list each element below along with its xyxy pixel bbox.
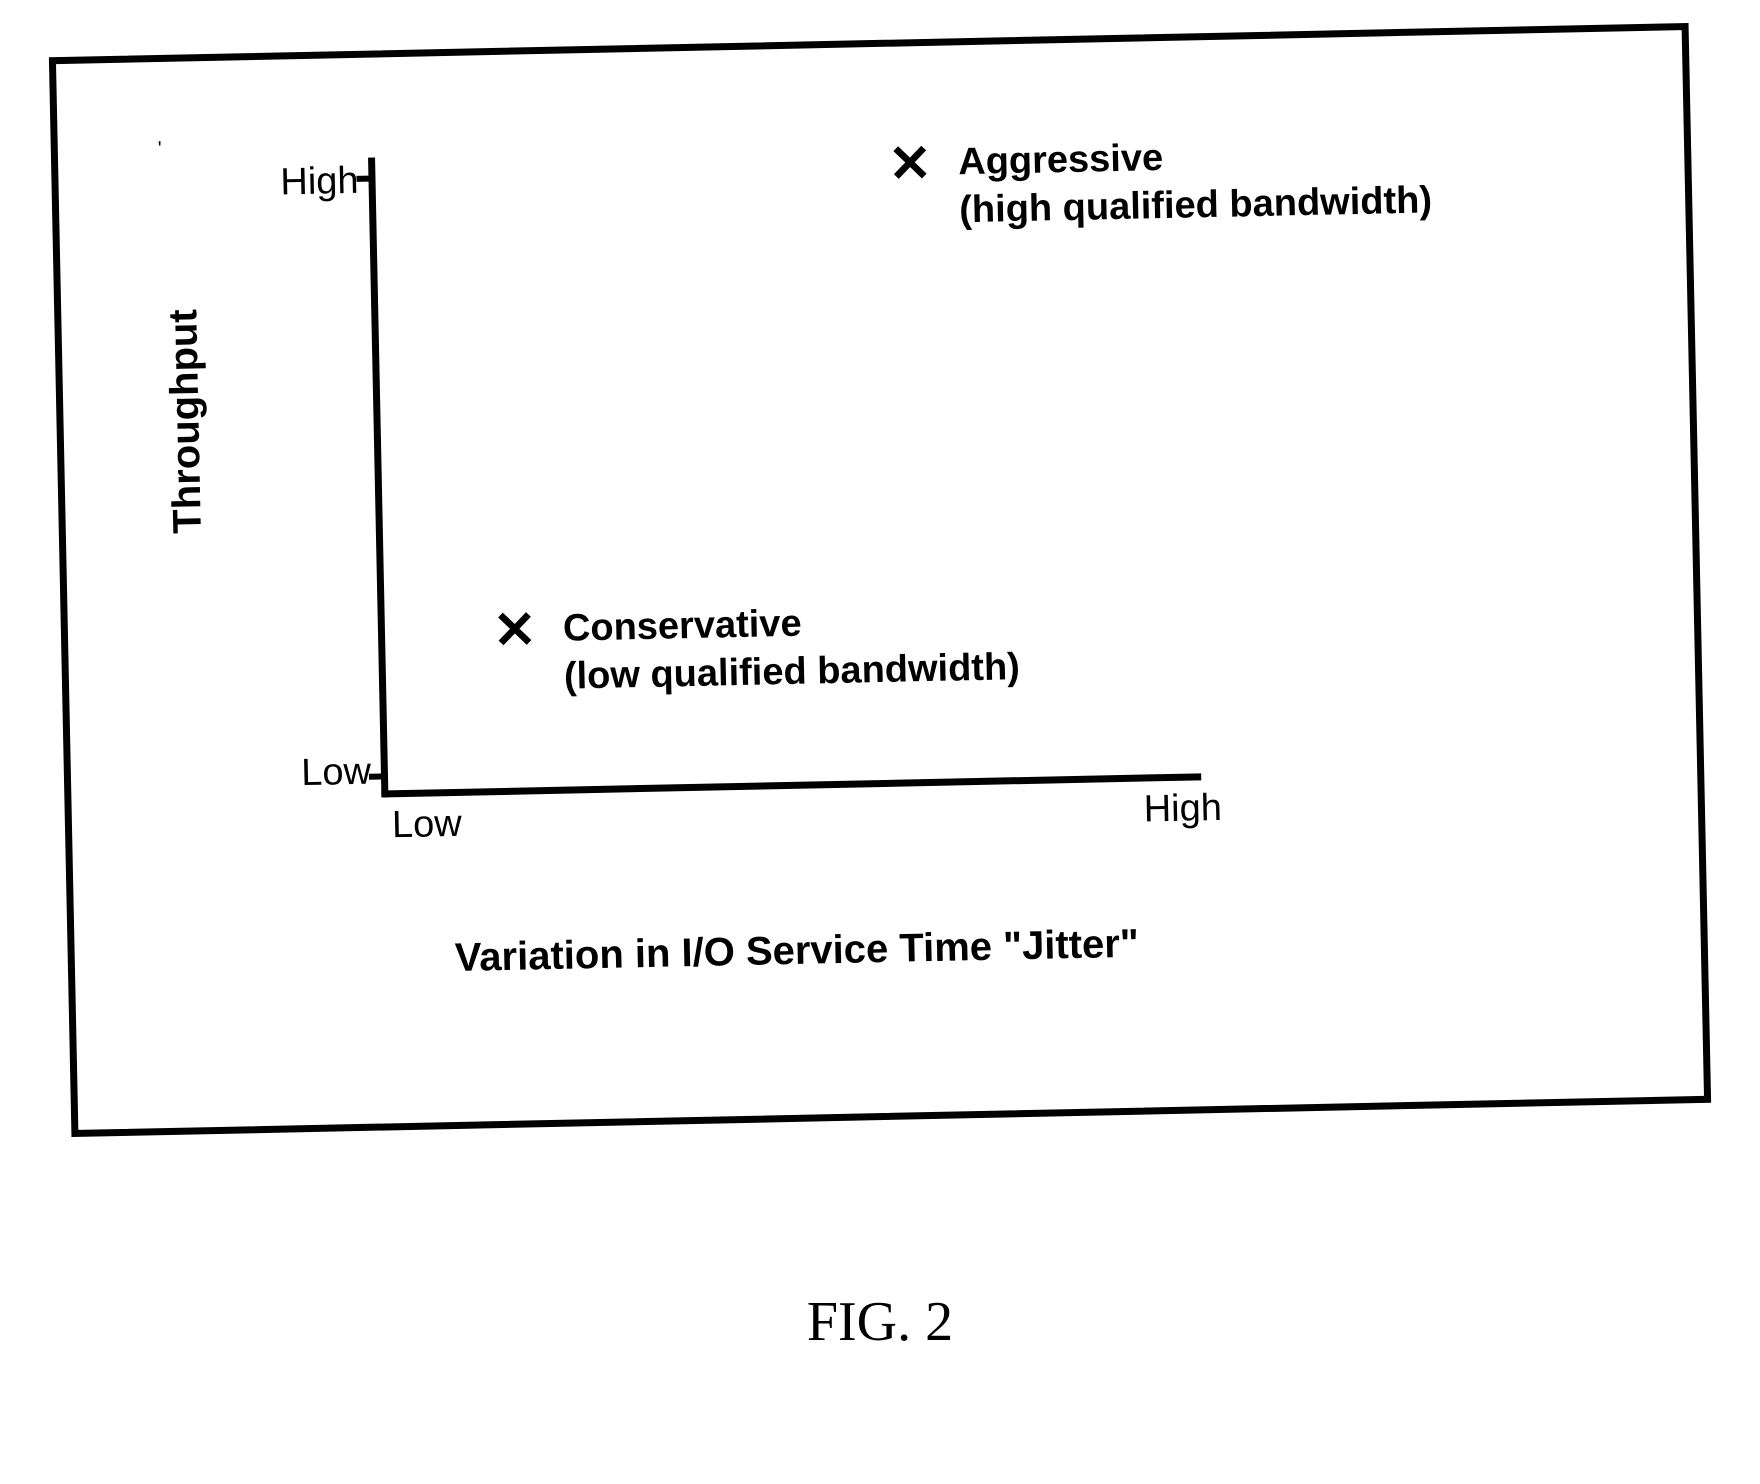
x-tick-label-low: Low: [392, 803, 463, 847]
y-tick-label-low: Low: [270, 751, 371, 796]
y-axis-title: Throughput: [161, 309, 211, 534]
label-aggressive-line2: (high qualified bandwidth): [959, 179, 1433, 231]
y-tick-high: [356, 175, 374, 181]
x-tick-label-high: High: [1143, 787, 1222, 832]
label-conservative: Conservative (low qualified bandwidth): [562, 596, 1020, 701]
label-aggressive-line1: Aggressive: [958, 137, 1164, 183]
plot-area: High Low Low High ✕ Aggressive (high qua…: [368, 140, 1201, 797]
y-tick-low: [369, 773, 387, 779]
y-tick-label-high: High: [258, 160, 359, 205]
scan-artifact: ': [158, 138, 162, 161]
x-axis-title: Variation in I/O Service Time "Jitter": [454, 922, 1139, 981]
marker-conservative: ✕: [492, 604, 537, 657]
y-axis-line: [368, 157, 388, 797]
x-axis-line: [381, 773, 1201, 797]
figure-caption: FIG. 2: [0, 1290, 1760, 1354]
figure-frame: ' Throughput High Low Low High ✕ Aggress…: [49, 23, 1711, 1137]
label-aggressive: Aggressive (high qualified bandwidth): [958, 129, 1433, 234]
label-conservative-line2: (low qualified bandwidth): [564, 646, 1021, 698]
marker-aggressive: ✕: [888, 138, 933, 191]
label-conservative-line1: Conservative: [563, 603, 802, 650]
